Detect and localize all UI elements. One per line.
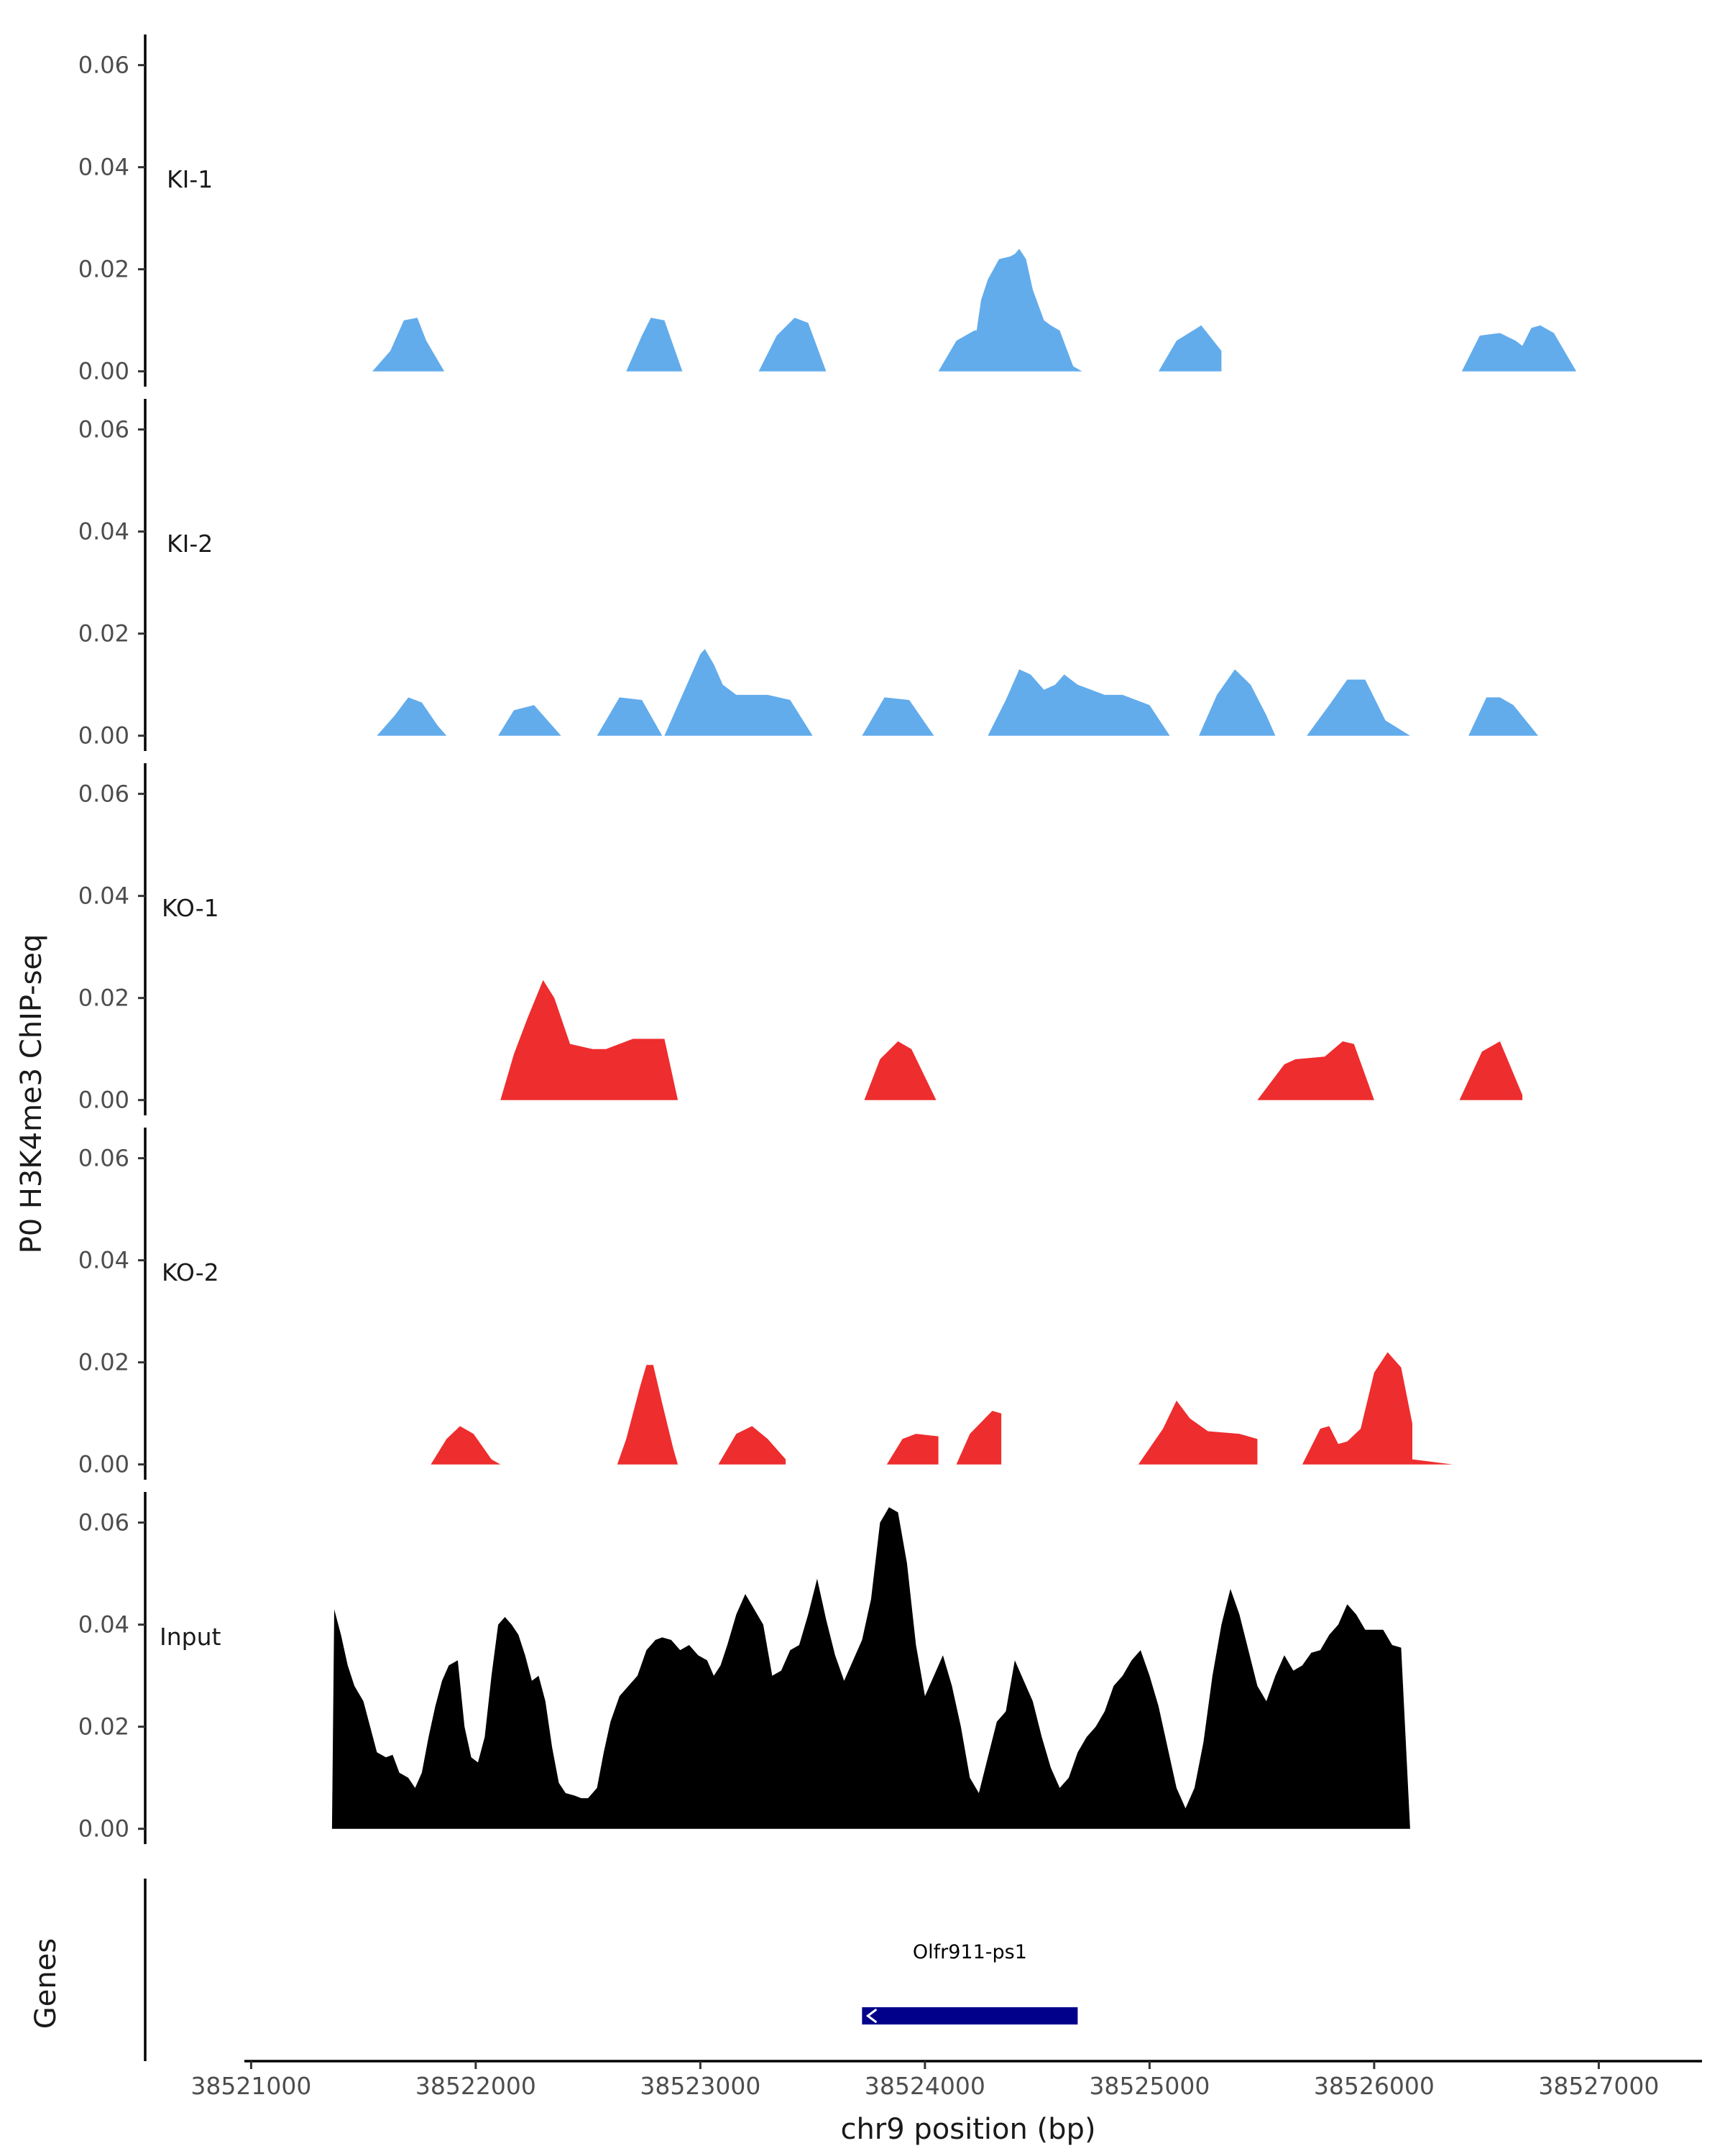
y-tick-label: 0.00 <box>78 1087 129 1114</box>
y-tick-label: 0.02 <box>78 256 129 283</box>
strand-arrow <box>865 2008 878 2024</box>
y-tick-label: 0.06 <box>78 1145 129 1172</box>
signal-area <box>377 649 1538 736</box>
signal-area <box>372 249 1577 372</box>
y-tick-label: 0.06 <box>78 416 129 443</box>
y-axis-title: P0 H3K4me3 ChIP-seq <box>15 934 48 1254</box>
track-label: KO-2 <box>162 1258 219 1286</box>
y-tick-label: 0.04 <box>78 154 129 181</box>
track-ki-2: 0.00 0.02 0.04 0.06 KI-2 <box>78 399 1538 751</box>
y-tick-label: 0.06 <box>78 52 129 79</box>
y-tick-label: 0.04 <box>78 883 129 910</box>
y-tick-label: 0.04 <box>78 518 129 545</box>
x-tick-label: 38521000 <box>190 2072 311 2100</box>
y-tick-label: 0.00 <box>78 722 129 750</box>
signal-area <box>500 980 1523 1100</box>
track-input: 0.00 0.02 0.04 0.06 Input <box>78 1492 1410 1844</box>
gene: Olfr911-ps1 <box>862 1941 1078 2024</box>
x-tick-label: 38527000 <box>1538 2072 1659 2100</box>
gene-body <box>862 2007 1078 2024</box>
y-tick-label: 0.06 <box>78 1509 129 1537</box>
x-axis-title: chr9 position (bp) <box>840 2113 1096 2146</box>
y-tick-label: 0.00 <box>78 358 129 385</box>
genes-panel: Olfr911-ps1 <box>144 1879 1078 2061</box>
x-tick-label: 38523000 <box>640 2072 760 2100</box>
x-tick-label: 38522000 <box>415 2072 536 2100</box>
x-tick-label: 38526000 <box>1314 2072 1435 2100</box>
track-ki-1: 0.00 0.02 0.04 0.06 KI-1 <box>78 34 1577 387</box>
y-tick-label: 0.00 <box>78 1451 129 1478</box>
x-axis: 38521000 38522000 38523000 38524000 38525000… <box>190 2060 1702 2100</box>
y-tick-label: 0.00 <box>78 1815 129 1843</box>
y-tick-label: 0.02 <box>78 620 129 648</box>
gene-label: Olfr911-ps1 <box>913 1941 1027 1963</box>
track-label: KI-1 <box>167 165 213 193</box>
track-label: KI-2 <box>167 530 213 558</box>
y-tick-label: 0.06 <box>78 780 129 808</box>
y-tick-label: 0.02 <box>78 1713 129 1741</box>
y-tick-label: 0.04 <box>78 1611 129 1639</box>
x-tick-label: 38525000 <box>1089 2072 1210 2100</box>
signal-area <box>331 1507 1410 1829</box>
track-ko-2: 0.00 0.02 0.04 0.06 KO-2 <box>78 1128 1471 1480</box>
track-panels: 0.00 0.02 0.04 0.06 KI-1 0.00 0.02 0.04 0.06 KI-2… <box>78 34 1577 1844</box>
y-tick-label: 0.02 <box>78 1349 129 1376</box>
track-label: KO-1 <box>162 894 219 922</box>
signal-area <box>431 1352 1471 1465</box>
x-tick-label: 38524000 <box>865 2072 985 2100</box>
genes-axis-title: Genes <box>29 1938 63 2030</box>
track-label: Input <box>160 1623 221 1651</box>
y-tick-label: 0.04 <box>78 1247 129 1274</box>
track-ko-1: 0.00 0.02 0.04 0.06 KO-1 <box>78 763 1523 1115</box>
y-tick-label: 0.02 <box>78 985 129 1012</box>
